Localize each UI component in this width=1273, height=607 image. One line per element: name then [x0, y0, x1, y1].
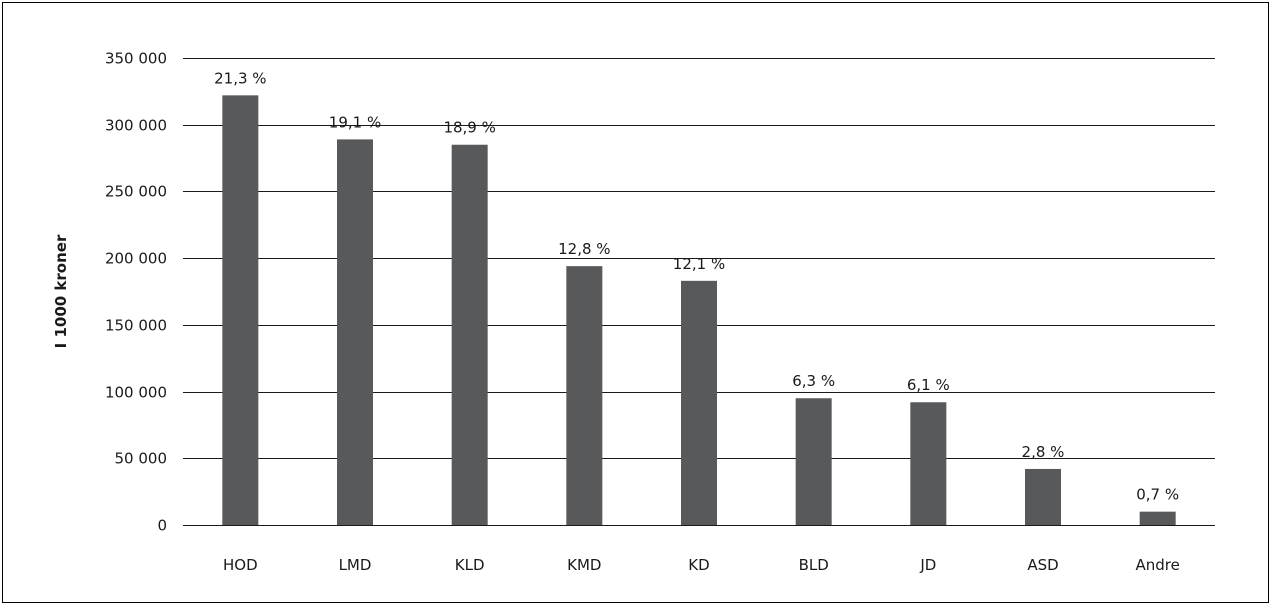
x-tick-label: KMD — [567, 556, 601, 574]
y-tick-label: 150 000 — [105, 317, 167, 335]
data-label: 2,8 % — [1022, 443, 1065, 461]
y-tick-label: 0 — [157, 517, 167, 535]
bar-asd — [1025, 468, 1061, 525]
y-axis-title: I 1000 kroner — [52, 234, 70, 348]
bar-jd — [910, 402, 947, 525]
data-label: 6,3 % — [792, 372, 835, 390]
bar-lmd — [337, 139, 373, 526]
x-tick-labels: HOD LMD KLD KMD KD BLD JD ASD Andre — [223, 556, 1180, 574]
data-label: 21,3 % — [214, 69, 266, 87]
y-tick-label: 100 000 — [105, 384, 167, 402]
y-tick-labels: 0 50 000 100 000 150 000 200 000 250 000 300 0… — [105, 50, 167, 535]
y-tick-label: 200 000 — [105, 250, 167, 268]
data-label: 18,9 % — [443, 119, 495, 137]
bar-andre — [1139, 511, 1176, 525]
data-label: 12,8 % — [558, 240, 610, 258]
x-tick-label: ASD — [1027, 556, 1058, 574]
bars — [222, 95, 1176, 526]
data-label: 6,1 % — [907, 376, 950, 394]
y-tick-label: 350 000 — [105, 50, 167, 68]
bar-kld — [451, 144, 488, 525]
bar-kd — [681, 280, 717, 525]
x-tick-label: JD — [919, 556, 936, 574]
x-tick-label: KLD — [455, 556, 485, 574]
data-label: 0,7 % — [1136, 486, 1179, 504]
data-label: 19,1 % — [329, 113, 381, 131]
x-tick-label: BLD — [799, 556, 829, 574]
y-tick-label: 300 000 — [105, 117, 167, 135]
bar-hod — [222, 95, 259, 526]
x-tick-label: LMD — [339, 556, 372, 574]
x-tick-label: KD — [688, 556, 709, 574]
x-tick-label: HOD — [223, 556, 258, 574]
bar-bld — [795, 398, 832, 525]
data-label: 12,1 % — [673, 255, 725, 273]
bar-kmd — [566, 266, 603, 525]
data-labels: 21,3 % 19,1 % 18,9 % 12,8 % 12,1 % 6,3 % 6,1 %… — [214, 69, 1179, 503]
y-tick-label: 250 000 — [105, 183, 167, 201]
y-tick-label: 50 000 — [115, 450, 168, 468]
x-tick-label: Andre — [1135, 556, 1179, 574]
